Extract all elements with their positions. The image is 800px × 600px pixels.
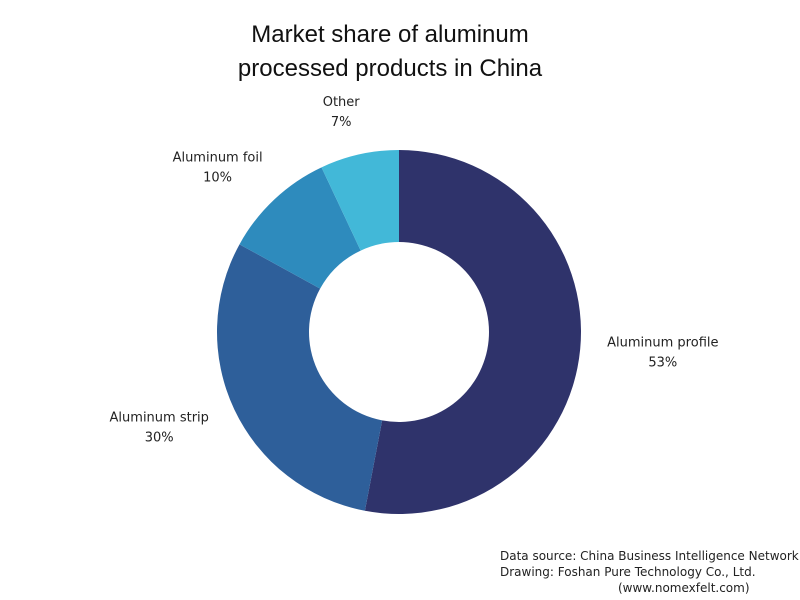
source-notes: Data source: China Business Intelligence… xyxy=(500,548,799,596)
slice-label: Other xyxy=(323,95,361,110)
slice-value: 10% xyxy=(203,170,232,185)
annotation: Drawing: Foshan Pure Technology Co., Ltd… xyxy=(500,565,756,579)
annotation: (www.nomexfelt.com) xyxy=(618,581,750,595)
slice-label: Aluminum profile xyxy=(607,336,718,351)
donut-segment xyxy=(239,167,361,289)
donut-segment xyxy=(321,150,399,251)
slice-value: 53% xyxy=(648,356,677,371)
annotation: Data source: China Business Intelligence… xyxy=(500,549,799,563)
slice-label: Aluminum strip xyxy=(110,410,209,425)
donut-segment xyxy=(216,244,383,511)
chart-title: Market share of aluminum processed produ… xyxy=(237,21,543,82)
slice-value: 30% xyxy=(145,430,174,445)
slice-label: Aluminum foil xyxy=(173,150,263,165)
slice-value: 7% xyxy=(331,115,352,130)
donut-segment xyxy=(364,150,581,514)
